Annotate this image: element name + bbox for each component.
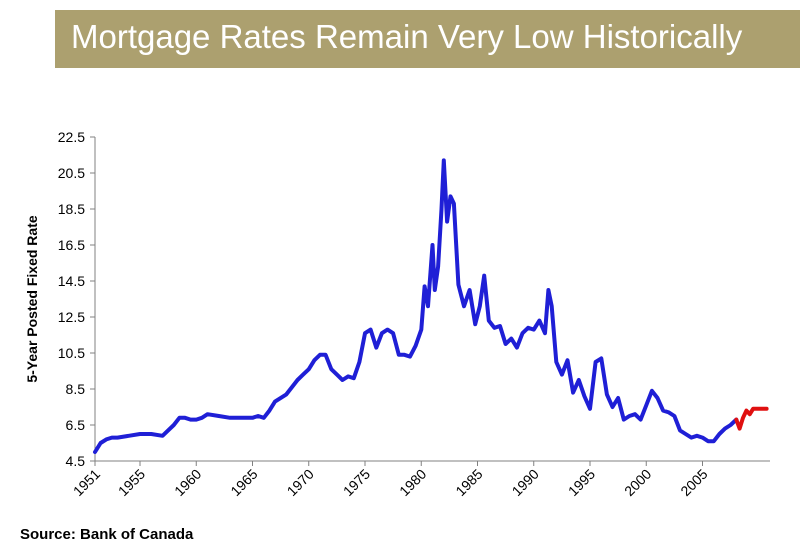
x-tick-label: 1990 <box>509 466 542 499</box>
source-note: Source: Bank of Canada <box>20 526 194 543</box>
y-tick-label: 8.5 <box>66 381 86 397</box>
x-tick-label: 1970 <box>284 466 317 499</box>
y-tick-label: 6.5 <box>66 417 86 433</box>
x-tick-label: 2005 <box>677 466 710 499</box>
y-tick-label: 4.5 <box>66 453 86 469</box>
y-tick-label: 22.5 <box>58 129 85 145</box>
series-line-recent <box>734 406 769 431</box>
chart-title: Mortgage Rates Remain Very Low Historica… <box>71 18 743 55</box>
chart-axes: 5-Year Posted Fixed Rate <box>24 137 770 462</box>
y-tick-label: 18.5 <box>58 201 85 217</box>
x-tick-label: 1980 <box>396 466 429 499</box>
title-banner: Mortgage Rates Remain Very Low Historica… <box>55 10 800 68</box>
y-ticks: 4.5 6.5 8.5 10.5 12.5 14.5 16.5 18.5 20.5 22.5 <box>58 129 95 469</box>
y-tick-label: 10.5 <box>58 345 85 361</box>
x-tick-label: 1995 <box>565 466 598 499</box>
x-tick-label: 1975 <box>340 466 373 499</box>
x-tick-label: 1985 <box>452 466 485 499</box>
series-lines <box>93 158 769 454</box>
series-line-historical <box>93 158 739 454</box>
x-tick-label: 1965 <box>227 466 260 499</box>
x-tick-label: 2000 <box>621 466 654 499</box>
y-tick-label: 12.5 <box>58 309 85 325</box>
y-tick-label: 14.5 <box>58 273 85 289</box>
x-tick-label: 1951 <box>70 466 103 499</box>
y-axis-title: 5-Year Posted Fixed Rate <box>24 215 40 383</box>
y-tick-label: 20.5 <box>58 165 85 181</box>
y-tick-label: 16.5 <box>58 237 85 253</box>
x-tick-label: 1960 <box>171 466 204 499</box>
x-tick-label: 1955 <box>115 466 148 499</box>
x-ticks: 1951 1955 1960 1965 1970 1975 1980 1985 1990 1995… <box>70 461 711 499</box>
